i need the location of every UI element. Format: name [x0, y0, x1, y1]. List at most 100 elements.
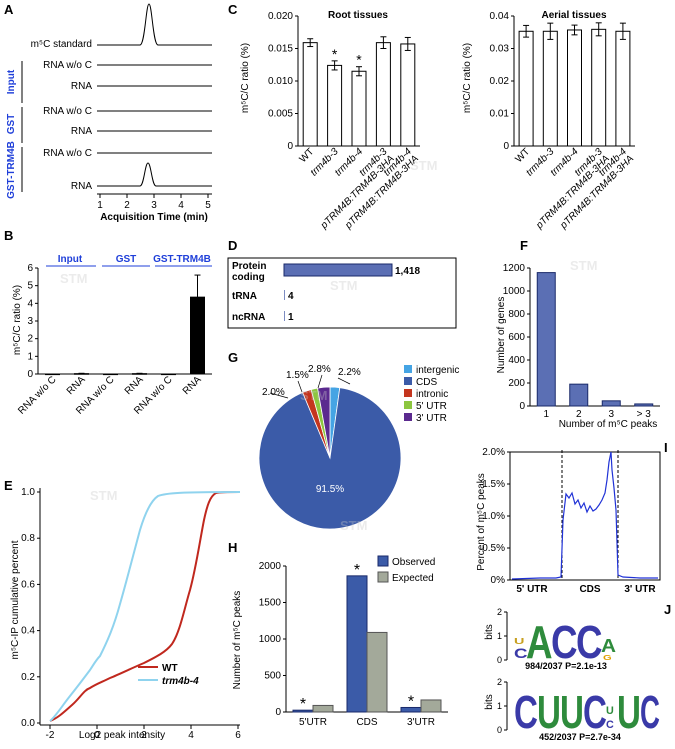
panel-letter-g: G [228, 350, 238, 365]
d-row-label: tRNA [232, 291, 257, 302]
h-y-tick-label: 500 [264, 671, 281, 682]
h-y-tick-label: 2000 [259, 561, 282, 572]
c-left-bar [302, 42, 318, 147]
a-x-label: Acquisition Time (min) [100, 212, 208, 223]
c-left-bar [400, 43, 416, 147]
h-star: * [408, 693, 414, 710]
g-legend-swatch [404, 365, 412, 373]
h-bar-expected [312, 704, 334, 713]
h-bar-expected [366, 631, 388, 713]
panel-c: C Root tissues Aerial tissues m⁵C/C rati… [228, 2, 636, 232]
e-y-tick-label: 0.8 [21, 533, 35, 544]
g-legend-label: intronic [416, 389, 448, 400]
g-slice-label: 2.0% [262, 387, 285, 398]
h-y-tick-label: 1000 [259, 634, 282, 645]
h-legend-swatch-expected [377, 571, 389, 583]
g-slice-label: 91.5% [316, 484, 344, 495]
panel-j: J bits bits 0 1 2 0 1 2 C U A C C A G 984/203… [484, 602, 671, 742]
panel-d: D Protein coding 1,418 tRNA 4 ncRNA 1 [227, 238, 457, 329]
i-region-5utr: 5' UTR [516, 584, 548, 595]
f-x-label: Number of m⁵C peaks [559, 419, 658, 430]
i-density-curve [511, 451, 658, 580]
j-y-tick-label: 2 [497, 607, 502, 617]
d-row-label-line: coding [232, 272, 265, 283]
e-axes: 0.0 0.2 0.4 0.6 0.8 1.0 -2 0 2 4 6 [21, 487, 241, 741]
b-bar [103, 373, 118, 376]
g-legend-label: intergenic [416, 365, 459, 376]
j-y-tick-label: 2 [497, 677, 502, 687]
row-label: RNA w/o C [43, 148, 92, 159]
b-category-label: RNA [65, 374, 88, 397]
c-left-bar [327, 64, 343, 147]
c-right-chart: 00.010.020.030.04WTtrm4b-3trm4b-4trm4b-3… [490, 11, 637, 232]
c-left-y-tick-label: 0.020 [268, 11, 293, 22]
g-slice-label: 1.5% [286, 370, 309, 381]
trm4b-rna-trace [97, 162, 212, 187]
panel-letter-j: J [664, 602, 671, 617]
c-right-y-tick-label: 0.01 [490, 109, 510, 120]
panel-h: H Number of m⁵C peaks 0 500 1000 1500 2000 * 5… [228, 540, 448, 728]
j-y-tick-label: 1 [497, 701, 502, 711]
motif1-pos5-G: G [603, 654, 612, 661]
c-right-bar [567, 29, 582, 147]
f-bar [601, 400, 621, 407]
i-y-tick-label: 0.5% [482, 543, 505, 554]
h-star: * [354, 562, 360, 579]
f-y-tick-label: 1200 [503, 263, 526, 274]
g-leader-line [269, 392, 289, 399]
j-y-label: bits [484, 694, 495, 710]
i-region-3utr: 3' UTR [624, 584, 656, 595]
panel-letter-e: E [4, 478, 13, 493]
f-category-label: 2 [576, 409, 582, 420]
e-x-tick-label: 4 [188, 730, 194, 741]
b-y-tick-label: 4 [27, 298, 33, 309]
d-bar [284, 290, 285, 300]
g-legend-swatch [404, 401, 412, 409]
e-y-tick-label: 0.2 [21, 672, 35, 683]
panel-letter-f: F [520, 238, 528, 253]
watermark: STM [60, 271, 87, 286]
f-y-label: Number of genes [496, 297, 507, 374]
row-label: RNA [71, 81, 92, 92]
c-left-y-tick-label: 0.010 [268, 76, 293, 87]
e-y-tick-label: 0.6 [21, 579, 35, 590]
c-left-chart: 00.0050.0100.0150.020WT*trm4b-3*trm4b-4t… [268, 11, 421, 232]
row-label: RNA [71, 181, 92, 192]
watermark: STM [570, 258, 597, 273]
c-right-bar [615, 30, 631, 147]
f-category-label: 1 [543, 409, 549, 420]
f-bar [634, 403, 654, 407]
f-bar [569, 383, 589, 407]
group-label-gst: GST [6, 114, 17, 135]
motif1-pos4-C: C [576, 616, 603, 668]
h-y-tick-label: 1500 [259, 598, 282, 609]
b-y-tick-label: 2 [27, 334, 33, 345]
b-group-input: Input [58, 254, 83, 265]
i-frame [509, 451, 661, 581]
f-y-tick-label: 800 [508, 309, 525, 320]
b-category-label: RNA w/o C [16, 374, 58, 416]
g-leader-line [337, 377, 351, 385]
e-legend-wt: WT [162, 663, 178, 674]
c-right-category-label: WT [513, 146, 532, 165]
j-y-tick-label: 0 [497, 725, 502, 735]
e-y-tick-label: 0.4 [21, 626, 35, 637]
panel-b: B Input GST GST-TRM4B m⁵C/C ratio (%) 0 1… [4, 228, 212, 417]
panel-letter-b: B [4, 228, 13, 243]
h-bar-observed [346, 575, 368, 713]
h-chart: 0 500 1000 1500 2000 * 5'UTR * CDS * 3'UTR Observed… [259, 555, 448, 728]
d-rows: Protein coding 1,418 tRNA 4 ncRNA 1 [232, 261, 420, 323]
d-row-label: Protein coding [232, 261, 266, 283]
d-value-label: 4 [288, 291, 294, 302]
row-label: RNA [71, 126, 92, 137]
h-category-label: 3'UTR [407, 717, 435, 728]
g-legend-label: CDS [416, 377, 437, 388]
panel-letter-a: A [4, 2, 14, 17]
i-y-label: Percent of m⁵C peaks [476, 473, 487, 571]
g-legend-label: 3' UTR [416, 413, 447, 424]
b-group-gst: GST [116, 254, 137, 265]
c-right-bar [591, 28, 607, 147]
